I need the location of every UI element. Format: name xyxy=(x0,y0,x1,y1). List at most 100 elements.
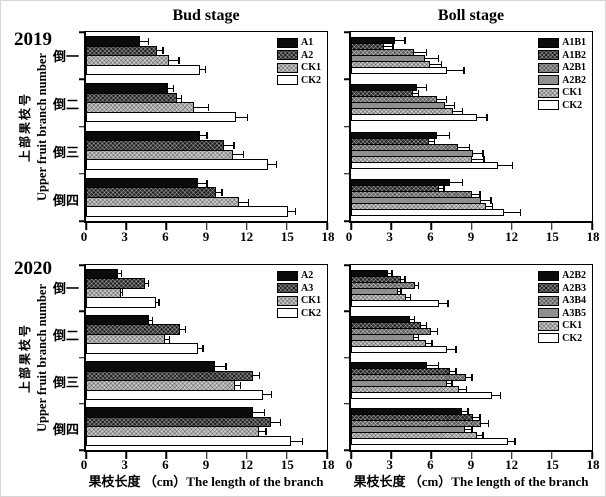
legend-item-a2b1: A2B1 xyxy=(538,62,586,73)
error-bar xyxy=(288,208,297,216)
error-bar xyxy=(155,298,160,306)
error-bar xyxy=(215,189,223,197)
bar-group-4 xyxy=(86,174,327,221)
x-axis-ticks-boll-2020: 0 3 6 9 12 15 18 xyxy=(346,457,600,472)
bar-group-2 xyxy=(86,79,327,126)
bar-group-4 xyxy=(351,404,592,450)
legend-swatch xyxy=(538,283,560,293)
error-bar xyxy=(507,438,516,446)
bar-group-3 xyxy=(351,127,592,174)
x-tick-label: 18 xyxy=(586,229,600,244)
y-axis-tick xyxy=(79,310,86,312)
y-axis-tick xyxy=(344,264,351,266)
error-bar xyxy=(120,289,124,297)
error-bar xyxy=(476,432,484,440)
legend-item-a3b5: A3B5 xyxy=(538,308,586,319)
error-bar xyxy=(450,178,464,186)
x-axis-tick xyxy=(245,451,248,459)
legend-label: A1B2 xyxy=(562,49,586,61)
legend-swatch xyxy=(538,295,560,306)
y-axis-tick xyxy=(79,403,86,405)
error-bar xyxy=(476,114,488,122)
x-tick-label: 15 xyxy=(280,457,294,472)
category-label: 倒一 xyxy=(52,48,79,64)
bar-group-1 xyxy=(351,32,592,79)
error-bar xyxy=(388,269,393,277)
error-bar xyxy=(144,279,149,287)
legend-swatch xyxy=(277,37,298,48)
error-bar xyxy=(164,335,171,343)
category-label: 倒三 xyxy=(52,144,79,160)
x-axis-tick xyxy=(510,222,513,230)
panel-boll-stage-2019: A1B1 A1B2 A2B1 A2B2 CK1 CK2 xyxy=(344,31,593,230)
error-bar xyxy=(472,149,484,157)
error-bar xyxy=(447,345,458,353)
error-bar xyxy=(447,67,466,75)
error-bar xyxy=(167,85,175,93)
bar-ck2-倒四 xyxy=(86,206,289,217)
category-label: 倒二 xyxy=(52,328,79,343)
bar-group-4 xyxy=(351,174,592,221)
y-axis-tick xyxy=(344,78,351,80)
bar-group-2 xyxy=(86,311,327,357)
legend: A2 A3 CK1 CK2 xyxy=(277,270,321,319)
year-label-2019: 2019 xyxy=(14,29,52,50)
error-bar xyxy=(223,141,235,149)
bar-group-2 xyxy=(351,79,592,126)
x-axis-tick xyxy=(470,451,473,459)
x-axis-tick xyxy=(286,222,288,230)
legend-label: CK2 xyxy=(301,74,321,86)
x-tick-label: 15 xyxy=(545,229,559,244)
x-tick-label: 12 xyxy=(240,229,254,244)
error-bar xyxy=(262,391,273,399)
error-bar xyxy=(450,368,457,376)
x-axis-tick xyxy=(551,451,553,459)
bar-ck2-倒二 xyxy=(351,114,477,122)
legend-label: A2B1 xyxy=(562,62,586,73)
error-bar xyxy=(405,293,412,301)
x-tick-label: 0 xyxy=(80,229,88,244)
bar-group-3 xyxy=(86,358,327,404)
error-bar xyxy=(384,43,395,51)
bar-group-2 xyxy=(351,311,592,357)
x-tick-label: 18 xyxy=(586,457,600,472)
x-tick-label: 6 xyxy=(162,229,169,244)
y-axis-tick xyxy=(344,31,351,33)
bar-ck2-倒三 xyxy=(351,392,492,400)
x-axis-tick xyxy=(390,451,392,459)
x-axis-tick xyxy=(350,222,352,230)
error-bar xyxy=(409,315,416,323)
legend-item-ck1: CK1 xyxy=(277,295,321,306)
legend-item-ck2: CK2 xyxy=(538,333,586,344)
bar-group-1 xyxy=(86,265,327,311)
legend-item-ck2: CK2 xyxy=(277,75,321,86)
error-bar xyxy=(428,137,436,145)
legend-swatch xyxy=(538,270,560,281)
error-bar xyxy=(444,102,456,110)
bar-group-4 xyxy=(86,404,327,450)
bar-row xyxy=(86,159,327,170)
legend-swatch xyxy=(277,270,298,281)
error-bar xyxy=(491,392,502,400)
x-tick-label: 3 xyxy=(121,457,128,472)
legend-label: CK1 xyxy=(301,62,321,73)
x-axis-caption-right: 果枝长度 （cm）The length of the branch xyxy=(353,474,589,489)
x-tick-label: 9 xyxy=(467,457,475,472)
error-bar xyxy=(139,37,150,45)
error-bar xyxy=(238,198,250,206)
x-tick-label: 0 xyxy=(345,229,353,244)
error-bar xyxy=(258,428,267,436)
x-axis-tick xyxy=(470,222,473,230)
bar-row xyxy=(86,206,327,217)
error-bar xyxy=(439,184,446,192)
x-axis-tick xyxy=(591,222,593,230)
x-axis-tick xyxy=(390,222,392,230)
legend-swatch xyxy=(277,62,298,73)
error-bar xyxy=(439,299,450,307)
error-bar xyxy=(436,96,448,104)
bar-row xyxy=(86,389,327,401)
bar-ck2-倒四 xyxy=(86,435,291,447)
legend-label: CK2 xyxy=(562,332,583,344)
error-bar xyxy=(397,287,402,295)
